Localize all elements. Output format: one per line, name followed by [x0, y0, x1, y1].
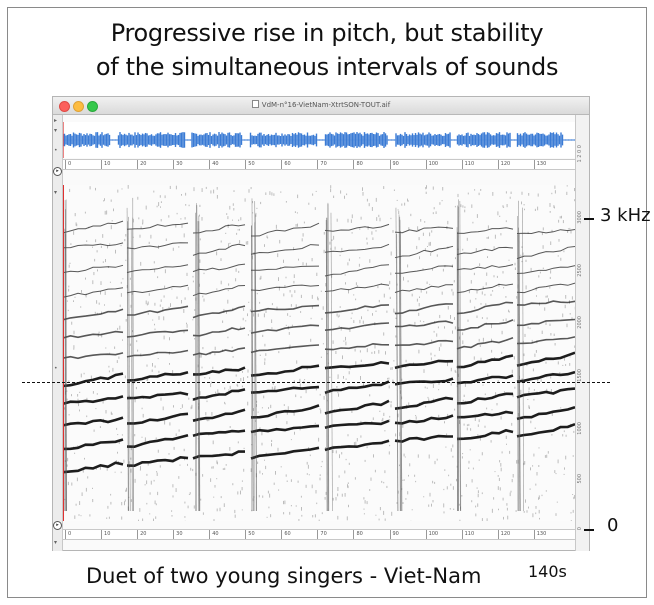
frequency-axis-bar: 1 2 0 0 3000 2500 2000 1500 1000 500 0: [575, 115, 589, 551]
overview-ruler-tick-70: 70: [317, 160, 327, 169]
freq-axis-label-500: 500: [577, 474, 583, 484]
freq-bottom-tick: [584, 529, 594, 531]
window-titlebar[interactable]: VdM-n°16-VietNam-XtrtSON-TOUT.aif: [53, 97, 589, 115]
spectrogram-playhead[interactable]: [63, 185, 64, 521]
bottom-ruler-tick-50: 50: [245, 530, 255, 539]
overview-ruler-tick-90: 90: [389, 160, 399, 169]
bottom-ruler-tick-120: 120: [497, 530, 510, 539]
freq-axis-label-3000: 3000: [577, 211, 583, 224]
overview-ruler-tick-50: 50: [245, 160, 255, 169]
bottom-ruler-tick-10: 10: [101, 530, 110, 539]
freq-top-tick: [584, 218, 594, 220]
overview-ruler-tick-0: 0: [65, 160, 71, 169]
overview-ruler-tick-110: 110: [461, 160, 474, 169]
bottom-ruler-tick-80: 80: [353, 530, 363, 539]
overview-ruler-tick-60: 60: [281, 160, 291, 169]
bottom-ruler-tick-100: 100: [425, 530, 438, 539]
reference-dashed-line: [22, 382, 610, 383]
audio-editor-window: VdM-n°16-VietNam-XtrtSON-TOUT.aif ▸ ▾ • …: [52, 96, 590, 551]
overview-ruler-tick-30: 30: [173, 160, 183, 169]
bottom-ruler-tick-90: 90: [389, 530, 399, 539]
duration-label: 140s: [528, 562, 567, 581]
overview-ruler-tick-120: 120: [497, 160, 510, 169]
freq-axis-label-0: 0: [577, 527, 583, 531]
overview-ruler-tick-130: 130: [533, 160, 546, 169]
slide-frame: [7, 7, 647, 598]
overview-time-ruler[interactable]: 0 10 20 30 40 50 60 70 80 90 100 110 120 130: [63, 159, 575, 170]
freq-axis-label-1500: 1500: [577, 369, 583, 382]
bottom-ruler-tick-130: 130: [533, 530, 546, 539]
overview-ruler-tick-100: 100: [425, 160, 438, 169]
freq-bottom-label: 0: [607, 515, 619, 536]
minimize-window-button[interactable]: [73, 101, 84, 112]
bottom-ruler-tick-70: 70: [317, 530, 327, 539]
collapse-arrow-icon-3[interactable]: ▾: [54, 539, 58, 546]
freq-axis-label-1000: 1000: [577, 421, 583, 435]
overview-ruler-tick-20: 20: [137, 160, 146, 169]
bottom-ruler-tick-110: 110: [461, 530, 474, 539]
spectrogram-view[interactable]: [62, 185, 577, 524]
track-marker-icon: •: [54, 147, 58, 154]
window-title: VdM-n°16-VietNam-XtrtSON-TOUT.aif: [53, 100, 589, 109]
slide-title: Progressive rise in pitch, but stability…: [0, 16, 654, 84]
freq-top-label: 3 kHz: [600, 205, 651, 226]
spectrogram-canvas: [62, 185, 577, 524]
track-marker-icon-2: •: [54, 365, 58, 372]
collapse-arrow-icon[interactable]: ▾: [54, 127, 58, 134]
document-icon: [251, 100, 259, 108]
waveform-overview[interactable]: [63, 122, 575, 158]
freq-axis-label-2000: 2000: [577, 316, 583, 330]
close-window-button[interactable]: [59, 101, 70, 112]
overview-ruler-tick-10: 10: [101, 160, 110, 169]
window-title-text: VdM-n°16-VietNam-XtrtSON-TOUT.aif: [261, 101, 391, 109]
overview-ruler-tick-80: 80: [353, 160, 363, 169]
overview-scale-label: 1 2 0 0: [577, 145, 583, 163]
slide-caption: Duet of two young singers - Viet-Nam: [86, 564, 482, 588]
bottom-time-ruler[interactable]: 0 10 20 30 40 50 60 70 80 90 100 110 120 130: [63, 529, 575, 540]
bottom-ruler-tick-30: 30: [173, 530, 183, 539]
waveform-bars: [63, 132, 575, 148]
left-toolbar: ▸ ▾ • ▸ ▾ • ▸ ▾: [53, 115, 63, 551]
freq-axis-label-2500: 2500: [577, 263, 583, 277]
expand-arrow-icon[interactable]: ▸: [54, 117, 58, 124]
spectrogram-play-button[interactable]: ▸: [53, 521, 62, 530]
bottom-ruler-tick-0: 0: [65, 530, 71, 539]
bottom-ruler-tick-20: 20: [137, 530, 146, 539]
overview-play-button[interactable]: ▸: [53, 167, 62, 176]
zoom-window-button[interactable]: [87, 101, 98, 112]
collapse-arrow-icon-2[interactable]: ▾: [54, 189, 58, 196]
title-line-2: of the simultaneous intervals of sounds: [95, 53, 559, 81]
title-line-1: Progressive rise in pitch, but stability: [110, 19, 544, 47]
bottom-ruler-tick-40: 40: [209, 530, 219, 539]
bottom-ruler-tick-60: 60: [281, 530, 291, 539]
overview-ruler-tick-40: 40: [209, 160, 219, 169]
